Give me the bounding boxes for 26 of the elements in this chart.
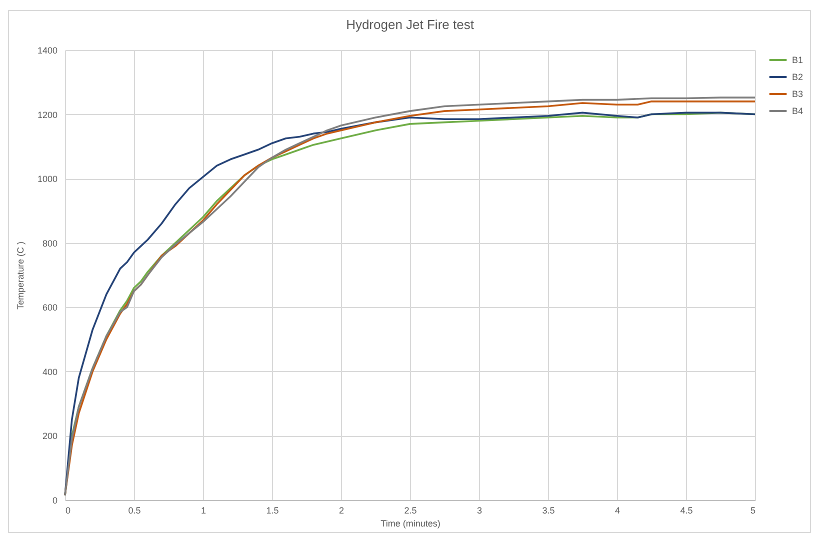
x-tick-label: 2.5 [404,506,417,516]
y-tick-label: 400 [42,366,58,377]
x-tick-label: 3.5 [542,506,555,516]
x-tick-label: 4 [614,506,620,516]
y-tick-label: 0 [52,496,58,506]
y-tick-label: 1200 [37,110,58,120]
y-tick-label: 1400 [37,46,58,56]
legend-label: B4 [792,106,804,116]
x-tick-label: 0 [66,506,71,516]
y-tick-label: 200 [42,431,58,442]
y-tick-label: 800 [42,238,58,248]
legend-label: B1 [792,55,804,65]
x-tick-label: 3 [476,506,482,516]
x-tick-label: 4.5 [680,506,693,516]
legend-label: B3 [792,89,804,99]
x-tick-label: 1.5 [266,506,279,516]
chart-title: Hydrogen Jet Fire test [346,17,474,32]
x-tick-label: 1 [200,506,206,516]
x-tick-label: 0.5 [128,506,141,516]
legend-label: B2 [792,72,804,82]
y-tick-label: 600 [42,302,58,313]
y-tick-label: 1000 [37,174,58,184]
x-tick-label: 2 [338,506,344,516]
y-axis-title: Temperature (C ) [15,241,26,310]
x-axis-title: Time (minutes) [380,518,440,528]
x-tick-label: 5 [750,506,756,516]
